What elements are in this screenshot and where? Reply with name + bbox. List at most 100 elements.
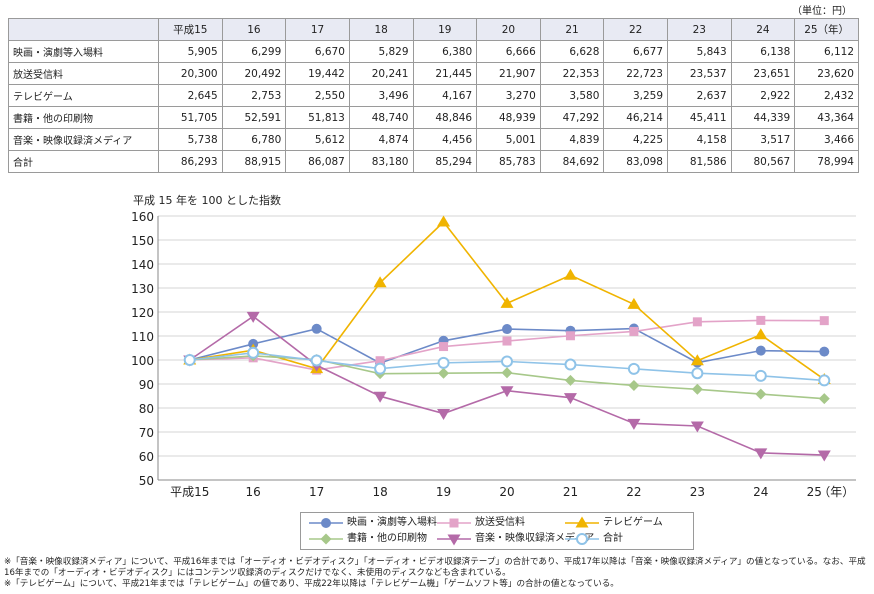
table-row: 映画・演劇等入場料 5,905 6,299 6,670 5,829 6,380 6,666 6… xyxy=(8,40,859,63)
table-cell: 4,158 xyxy=(667,128,732,151)
data-point xyxy=(375,356,385,366)
data-point xyxy=(627,418,641,430)
table-cell: 45,411 xyxy=(667,106,732,129)
table-cell: 20,241 xyxy=(348,62,414,85)
data-point xyxy=(756,315,766,325)
table-cell: 2,922 xyxy=(730,84,796,107)
legend-label: 書籍・他の印刷物 xyxy=(347,533,427,544)
table-row: 放送受信料 20,300 20,492 19,442 20,241 21,445 21,90… xyxy=(8,62,859,85)
table-cell: 5,612 xyxy=(285,128,350,151)
table-cell: 23,537 xyxy=(667,62,732,85)
table-cell: 23,651 xyxy=(730,62,796,85)
table-cell: 6,677 xyxy=(603,40,668,63)
table-cell: 5,829 xyxy=(348,40,414,63)
table-cell: 6,299 xyxy=(221,40,287,63)
legend-marker xyxy=(321,518,331,528)
data-point xyxy=(502,336,512,346)
table-cell: 23,620 xyxy=(794,62,859,85)
y-tick-label: 120 xyxy=(131,306,154,320)
table-cell: 46,214 xyxy=(603,106,668,129)
x-tick-label: 21 xyxy=(563,485,578,499)
data-point xyxy=(690,421,704,433)
table-row: 合計 86,293 88,915 86,087 83,180 85,294 85,783 84… xyxy=(8,150,859,173)
data-point xyxy=(247,346,260,359)
data-point xyxy=(373,391,387,403)
table-cell: 22,723 xyxy=(603,62,668,85)
table-cell: 3,270 xyxy=(476,84,541,107)
x-tick-label: 16 xyxy=(246,485,261,499)
table-cell: 22,353 xyxy=(539,62,605,85)
table-cell: 80,567 xyxy=(730,150,796,173)
table-row: テレビゲーム 2,645 2,753 2,550 3,496 4,167 3,270 3,58… xyxy=(8,84,859,107)
chart-title: 平成 15 年を 100 とした指数 xyxy=(133,193,281,207)
data-point xyxy=(692,317,702,327)
legend-label: 音楽・映像収録済メディア xyxy=(475,533,595,544)
x-unit-label: （年） xyxy=(818,485,854,499)
table-cell: 3,496 xyxy=(348,84,414,107)
row-label: 合計 xyxy=(8,150,159,173)
legend-swatch-icon xyxy=(565,533,599,545)
data-point xyxy=(627,297,641,309)
y-tick-label: 70 xyxy=(139,426,154,440)
table-cell: 43,364 xyxy=(794,106,859,129)
data-point xyxy=(627,362,640,375)
x-tick-label: 17 xyxy=(309,485,324,499)
table-header-cell: 25（年） xyxy=(794,18,859,41)
table-header-cell: 平成15 xyxy=(158,18,223,41)
table-header-row: 平成15 16 17 18 19 20 21 22 23 24 25（年） xyxy=(8,18,859,41)
unit-note: （単位：円） xyxy=(792,6,852,17)
chart-legend: 映画・演劇等入場料 放送受信料 テレビゲーム 書籍・他の印刷物 音楽・映像収録済メディア… xyxy=(300,512,694,550)
data-point xyxy=(755,345,766,356)
data-point xyxy=(563,268,577,280)
table-header-cell: 24 xyxy=(730,18,796,41)
table-cell: 4,167 xyxy=(412,84,478,107)
x-tick-label: 25 xyxy=(807,485,822,499)
x-tick-label: 平成15 xyxy=(170,485,209,499)
data-point xyxy=(691,367,704,380)
data-point xyxy=(374,362,387,375)
table-cell: 4,839 xyxy=(539,128,605,151)
data-point xyxy=(754,369,767,382)
legend-swatch-icon xyxy=(309,518,343,528)
data-point xyxy=(439,342,449,352)
data-point xyxy=(501,355,513,368)
legend-swatch-icon xyxy=(565,516,599,528)
table-header-cell: 19 xyxy=(412,18,478,41)
table-cell: 4,456 xyxy=(412,128,478,151)
legend-marker xyxy=(449,518,459,528)
table-cell: 6,670 xyxy=(285,40,350,63)
table-cell: 3,580 xyxy=(539,84,605,107)
table-header-cell: 17 xyxy=(285,18,350,41)
data-point xyxy=(311,323,322,334)
legend-label: 映画・演劇等入場料 xyxy=(347,517,437,528)
table-cell: 21,445 xyxy=(412,62,478,85)
data-point xyxy=(310,354,323,367)
footnotes: ※「音楽・映像収録済メディア」について、平成16年までは「オーディオ・ビデオディ… xyxy=(4,557,870,590)
legend-swatch-icon xyxy=(437,534,471,546)
y-tick-label: 80 xyxy=(139,402,154,416)
table-cell: 5,738 xyxy=(158,128,223,151)
x-tick-label: 23 xyxy=(690,485,705,499)
table-cell: 20,492 xyxy=(221,62,287,85)
data-point xyxy=(819,316,829,326)
data-point xyxy=(690,354,704,366)
table-cell: 2,753 xyxy=(221,84,287,107)
data-point xyxy=(437,215,451,227)
table-cell: 85,783 xyxy=(476,150,541,173)
data-point xyxy=(564,358,577,371)
data-point xyxy=(628,379,640,391)
data-point xyxy=(564,374,576,386)
table-cell: 86,087 xyxy=(285,150,350,173)
y-tick-label: 160 xyxy=(131,210,154,224)
data-point xyxy=(373,276,387,288)
row-label: 書籍・他の印刷物 xyxy=(8,106,159,129)
legend-marker xyxy=(575,516,589,528)
table-header-cell: 22 xyxy=(603,18,668,41)
data-point xyxy=(755,388,767,400)
table-header-cell: 16 xyxy=(221,18,287,41)
data-point xyxy=(563,393,577,405)
data-point xyxy=(819,346,830,357)
footnote: ※「音楽・映像収録済メディア」について、平成16年までは「オーディオ・ビデオディ… xyxy=(4,557,866,578)
legend-label: 放送受信料 xyxy=(475,517,525,528)
table-cell: 6,380 xyxy=(412,40,478,63)
